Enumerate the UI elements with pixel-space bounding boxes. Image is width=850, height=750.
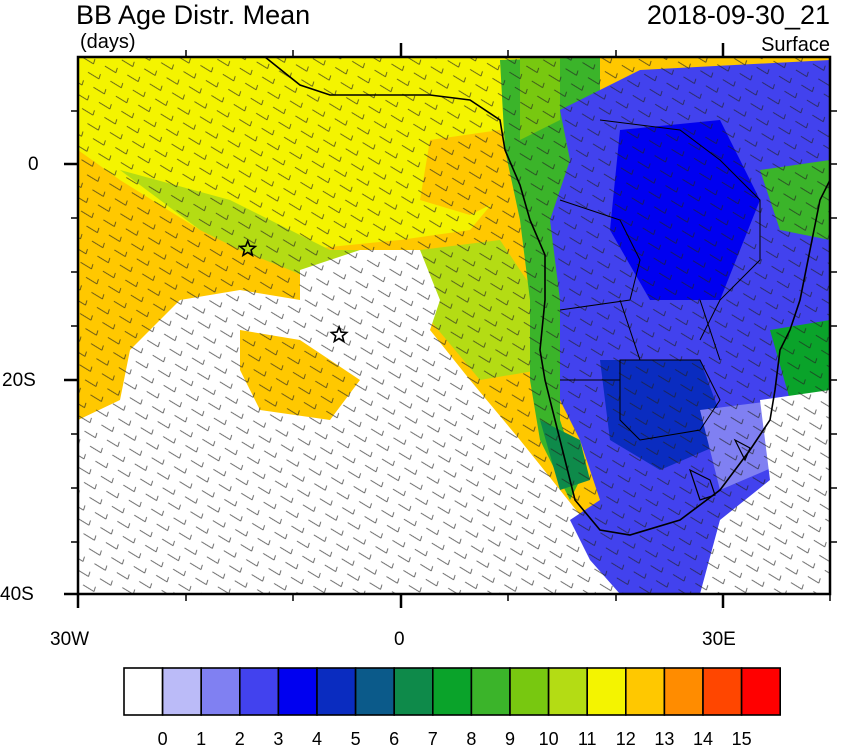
timestamp-label: 2018-09-30_21 — [646, 0, 830, 30]
colorbar-swatch — [277, 667, 318, 716]
border-lines-2 — [619, 359, 721, 441]
colorbar-swatch — [702, 667, 743, 716]
colorbar-label: 5 — [350, 729, 361, 749]
colorbar-label: 14 — [692, 729, 714, 749]
colorbar-swatch — [354, 667, 396, 716]
border-lines-3 — [599, 119, 761, 341]
star-marker-west — [238, 238, 258, 258]
colorbar-swatch — [316, 667, 357, 716]
colorbar-swatch — [663, 667, 704, 716]
y-tick-label: 40S — [0, 584, 34, 605]
colorbar-label: 13 — [654, 729, 675, 749]
x-tick-label: 30W — [50, 629, 90, 650]
colorbar-label: 6 — [389, 729, 400, 749]
colorbar-swatch — [123, 667, 164, 716]
colorbar-swatch — [470, 667, 511, 716]
x-tick-label: 30E — [702, 629, 736, 650]
colorbar-label: 0 — [157, 729, 168, 749]
colorbar-label: 2 — [234, 729, 245, 749]
colorbar — [123, 667, 781, 716]
colorbar-swatch — [393, 667, 434, 716]
colorbar-label: 12 — [615, 729, 636, 749]
level-label: Surface — [761, 34, 830, 56]
y-tick-label: 20S — [2, 370, 36, 391]
colorbar-label: 4 — [311, 729, 322, 749]
colorbar-swatch — [161, 667, 203, 716]
border-lines-1 — [559, 199, 641, 311]
y-tick-label: 0 — [28, 154, 39, 175]
colorbar-swatch — [624, 667, 666, 716]
colorbar-label: 11 — [577, 729, 597, 749]
minor-ticks — [71, 50, 837, 601]
tick-marks — [64, 43, 725, 608]
plot-title: BB Age Distr. Mean — [76, 0, 311, 30]
units-label: (days) — [80, 31, 136, 53]
colorbar-swatch — [239, 667, 280, 716]
colorbar-swatch — [200, 667, 241, 716]
age-field — [78, 57, 830, 594]
colorbar-swatch — [547, 667, 588, 716]
colorbar-swatch — [509, 667, 550, 716]
x-tick-label: 0 — [394, 629, 405, 650]
colorbar-label: 3 — [273, 729, 284, 749]
lesotho-swaziland — [688, 438, 751, 501]
colorbar-swatch — [431, 667, 473, 716]
colorbar-label: 15 — [731, 729, 752, 749]
colorbar-label: 1 — [196, 729, 207, 749]
wind-barbs — [78, 57, 830, 594]
star-marker-ascension — [329, 324, 349, 344]
colorbar-swatch — [740, 667, 781, 716]
colorbar-swatch — [586, 667, 627, 716]
colorbar-label: 10 — [538, 729, 559, 749]
colorbar-label: 7 — [427, 729, 438, 749]
colorbar-label: 8 — [466, 729, 477, 749]
coastline — [264, 57, 830, 536]
colorbar-label: 9 — [504, 729, 515, 749]
border-lines-4 — [560, 299, 721, 381]
